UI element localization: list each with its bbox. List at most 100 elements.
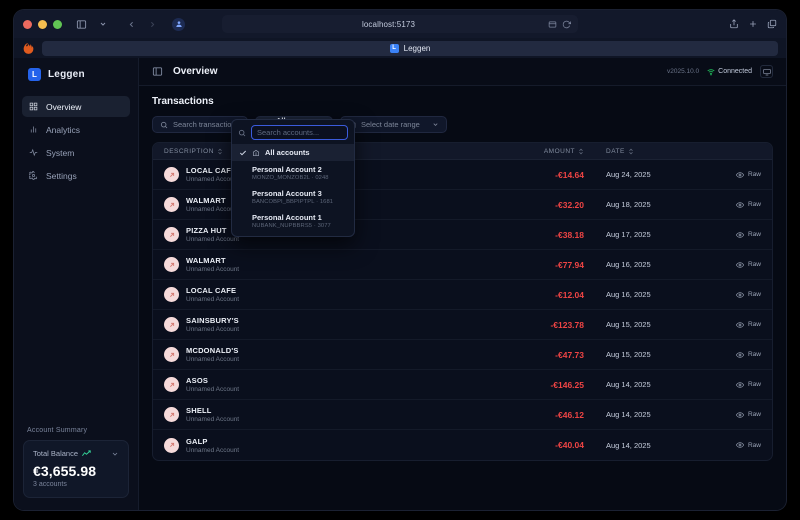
profile-avatar-icon[interactable] [172, 17, 185, 31]
transaction-date-cell: Aug 14, 2025 [584, 380, 692, 389]
view-raw-button[interactable]: Raw [735, 351, 761, 359]
tab-overview-icon[interactable] [767, 19, 777, 29]
date-range-placeholder: Select date range [361, 120, 420, 129]
sidebar-toggle-group [72, 15, 112, 34]
view-raw-button[interactable]: Raw [735, 381, 761, 389]
sidebar-item-overview[interactable]: Overview [22, 96, 130, 117]
transaction-date: Aug 15, 2025 [606, 350, 651, 359]
view-raw-button[interactable]: Raw [735, 231, 761, 239]
transaction-date-cell: Aug 14, 2025 [584, 410, 692, 419]
transaction-name: SAINSBURY'S [186, 316, 239, 325]
table-row[interactable]: GALP Unnamed Account -€40.04 Aug 14, 2025 Ra… [153, 430, 772, 460]
table-row[interactable]: ASOS Unnamed Account -€146.25 Aug 14, 2025 R… [153, 370, 772, 400]
column-header-description[interactable]: DESCRIPTION [164, 148, 464, 155]
transaction-description-cell: WALMART Unnamed Account [164, 196, 464, 213]
view-raw-button[interactable]: Raw [735, 261, 761, 269]
table-row[interactable]: LOCAL CAFE Unnamed Account -€14.64 Aug 24, … [153, 160, 772, 190]
dropdown-option[interactable]: Personal Account 2 MONZO_MONZOB2L · 0248 [232, 161, 354, 185]
view-raw-label: Raw [747, 381, 761, 388]
dropdown-option-label: Personal Account 1 [252, 213, 322, 222]
browser-tab[interactable]: L Leggen [42, 40, 778, 56]
dropdown-option[interactable]: Personal Account 3 BANCOBPI_BBPIPTPL · 16… [232, 185, 354, 209]
sidebar-item-analytics[interactable]: Analytics [22, 119, 130, 140]
accounts-count: 3 accounts [33, 481, 67, 488]
sidebar-panel-icon[interactable] [72, 15, 91, 34]
merchant-avatar [164, 317, 179, 332]
merchant-avatar [164, 287, 179, 302]
chevron-down-icon[interactable] [93, 15, 112, 34]
address-bar[interactable]: localhost:5173 [222, 15, 578, 33]
minimize-window-button[interactable] [38, 19, 47, 29]
transaction-date-cell: Aug 18, 2025 [584, 200, 692, 209]
wifi-icon [707, 68, 715, 76]
account-search-input[interactable]: Search accounts... [251, 125, 348, 140]
transaction-name: WALMART [186, 256, 226, 265]
close-window-button[interactable] [23, 19, 32, 29]
account-search-placeholder: Search accounts... [257, 128, 320, 137]
total-balance-value: €3,655.98 [33, 463, 97, 479]
share-icon[interactable] [729, 19, 739, 29]
transaction-amount: -€146.25 [550, 379, 584, 390]
activity-icon [29, 148, 38, 157]
transaction-amount: -€38.18 [555, 229, 584, 240]
total-balance-card[interactable]: Total Balance €3,655.98 3 accounts [23, 440, 129, 498]
transaction-name: GALP [186, 436, 208, 446]
account-summary: Account Summary Total Balance €3,655.98 … [14, 417, 138, 510]
transaction-date-cell: Aug 14, 2025 [584, 441, 692, 450]
transaction-text: SAINSBURY'S Unnamed Account [186, 316, 239, 333]
transaction-description-cell: ASOS Unnamed Account [164, 376, 464, 393]
reload-icon[interactable] [562, 20, 571, 29]
view-raw-button[interactable]: Raw [735, 441, 761, 449]
sidebar-item-settings[interactable]: Settings [22, 165, 130, 186]
transaction-date: Aug 18, 2025 [606, 200, 651, 209]
view-raw-button[interactable]: Raw [735, 201, 761, 209]
view-raw-button[interactable]: Raw [735, 411, 761, 419]
back-button[interactable] [122, 15, 141, 34]
transaction-actions-cell: Raw [692, 261, 761, 269]
transaction-amount-cell: -€47.73 [464, 350, 584, 360]
transaction-amount: -€123.78 [550, 319, 584, 330]
view-raw-button[interactable]: Raw [735, 321, 761, 329]
view-raw-button[interactable]: Raw [735, 171, 761, 179]
transaction-amount: -€47.73 [555, 349, 584, 360]
eye-icon [735, 171, 744, 179]
date-range-picker[interactable]: Select date range [340, 116, 447, 133]
transaction-date-cell: Aug 17, 2025 [584, 230, 692, 239]
transaction-date-cell: Aug 16, 2025 [584, 260, 692, 269]
table-row[interactable]: WALMART Unnamed Account -€32.20 Aug 18, 202… [153, 190, 772, 220]
browser-toolbar: localhost:5173 [14, 10, 786, 38]
display-toggle-icon[interactable] [760, 65, 773, 78]
sidebar-item-label: Analytics [46, 124, 81, 135]
transaction-name: PIZZA HUT [186, 226, 227, 235]
column-header-date[interactable]: DATE [584, 148, 692, 155]
transaction-name: SHELL [186, 406, 212, 415]
transaction-text: WALMART Unnamed Account [186, 196, 239, 213]
transaction-actions-cell: Raw [692, 351, 761, 359]
toggle-sidebar-icon[interactable] [152, 66, 163, 77]
grid-icon [29, 102, 38, 111]
content-area: Transactions Search transactions All acc… [139, 86, 786, 510]
sidebar-item-system[interactable]: System [22, 142, 130, 163]
dropdown-option[interactable]: All accounts [232, 144, 354, 161]
table-row[interactable]: LOCAL CAFE Unnamed Account -€12.04 Aug 16, … [153, 280, 772, 310]
app-brand[interactable]: L Leggen [14, 68, 138, 95]
search-input[interactable]: Search transactions [152, 116, 248, 133]
dropdown-options: All accounts Personal Account 2 MONZO_MONZ… [232, 144, 354, 233]
view-raw-button[interactable]: Raw [735, 291, 761, 299]
new-tab-icon[interactable] [748, 19, 758, 29]
chevron-down-icon[interactable] [111, 450, 119, 458]
column-header-amount[interactable]: AMOUNT [464, 148, 584, 155]
reader-mode-icon[interactable] [548, 20, 557, 29]
maximize-window-button[interactable] [53, 19, 62, 29]
table-row[interactable]: PIZZA HUT Unnamed Account -€38.18 Aug 17, 2… [153, 220, 772, 250]
profile-group [172, 17, 185, 31]
dropdown-option[interactable]: Personal Account 1 NUBANK_NUPBBRS5 · 3077 [232, 209, 354, 233]
transaction-date: Aug 14, 2025 [606, 380, 651, 389]
table-row[interactable]: SHELL Unnamed Account -€46.12 Aug 14, 2025 R… [153, 400, 772, 430]
dropdown-option-subtitle: NUBANK_NUPBBRS5 · 3077 [252, 223, 331, 229]
forward-button[interactable] [143, 15, 162, 34]
table-row[interactable]: MCDONALD'S Unnamed Account -€47.73 Aug 15, … [153, 340, 772, 370]
table-row[interactable]: SAINSBURY'S Unnamed Account -€123.78 Aug 15… [153, 310, 772, 340]
sidebar: L Leggen Overview Analytics System [14, 58, 139, 510]
table-row[interactable]: WALMART Unnamed Account -€77.94 Aug 16, 202… [153, 250, 772, 280]
